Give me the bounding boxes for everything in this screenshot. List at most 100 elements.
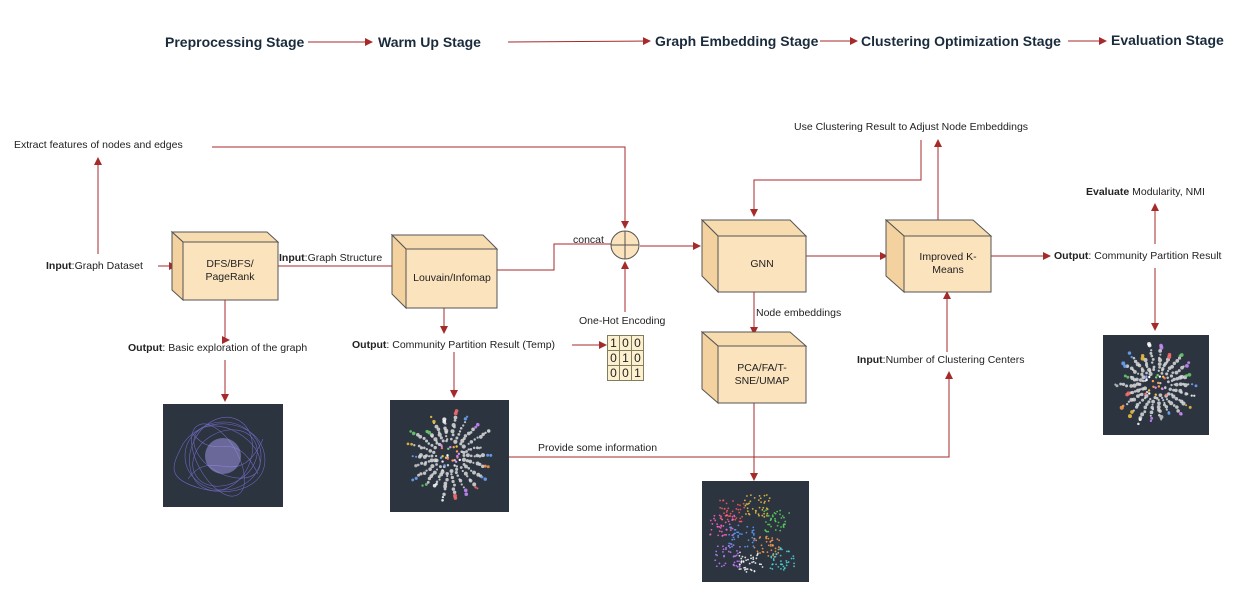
scatter-point [728, 533, 731, 536]
burst-node [475, 446, 479, 450]
burst-node [1161, 366, 1165, 371]
scatter-point [722, 551, 724, 553]
box-pca-shape [700, 330, 808, 405]
scatter-point [739, 508, 742, 511]
scatter-point [713, 514, 716, 517]
label-input-graph-structure: Input:Graph Structure [279, 252, 383, 264]
scatter-point [721, 535, 724, 537]
burst-node [1190, 383, 1194, 386]
burst-node [464, 464, 468, 469]
burst-core-node [440, 444, 443, 447]
scatter-point [733, 538, 736, 541]
burst-core-node [456, 454, 459, 458]
scatter-point [753, 537, 756, 540]
scatter-point [749, 568, 752, 571]
scatter-point [737, 508, 740, 511]
scatter-point [761, 508, 764, 511]
matrix-cell: 1 [607, 335, 620, 351]
scatter-point [756, 552, 759, 555]
scatter-point [746, 545, 749, 548]
burst-node [433, 458, 438, 463]
burst-node [472, 461, 475, 464]
scatter-point [787, 550, 790, 553]
burst-node [1127, 400, 1131, 403]
burst-node [1140, 372, 1144, 377]
scatter-point [731, 519, 734, 521]
scatter-point [735, 554, 738, 557]
burst-core-node [1154, 376, 1158, 379]
burst-core-node [455, 465, 459, 468]
scatter-point [747, 558, 749, 561]
scatter-point [747, 539, 750, 542]
scatter-point [771, 568, 774, 570]
burst-node [427, 442, 431, 445]
community-burst-drawing [406, 409, 493, 502]
burst-node [455, 467, 459, 471]
scatter-point [765, 530, 768, 533]
burst-node [453, 439, 458, 444]
burst-node [411, 455, 414, 458]
burst-node [460, 438, 465, 443]
burst-node [1165, 372, 1169, 376]
scatter-point [743, 506, 746, 509]
box-pca-label: PCA/FA/T-SNE/UMAP [734, 361, 790, 387]
burst-node [461, 469, 464, 473]
burst-node [1119, 405, 1124, 410]
burst-node [1159, 414, 1164, 420]
scatter-point [737, 534, 740, 537]
burst-node [450, 475, 454, 480]
scatter-point [783, 523, 786, 526]
scatter-point [725, 511, 728, 513]
burst-node [1188, 405, 1192, 409]
burst-node [1164, 405, 1169, 409]
burst-node [425, 469, 428, 472]
arrow-provide-info [509, 371, 953, 458]
scatter-point [740, 561, 743, 564]
burst-node [462, 454, 466, 457]
burst-node [470, 469, 473, 472]
burst-node [478, 462, 482, 467]
scatter-point [729, 542, 732, 545]
burst-node [1187, 361, 1191, 365]
burst-node [429, 415, 433, 419]
scatter-point [715, 553, 717, 556]
scatter-point [720, 530, 723, 533]
burst-node [1143, 410, 1147, 414]
burst-node [443, 487, 447, 491]
burst-node [1149, 351, 1153, 355]
scatter-point [760, 544, 763, 547]
burst-node [429, 458, 434, 463]
scatter-point [751, 508, 754, 510]
scatter-point [739, 517, 742, 520]
label-provide-information: Provide some information [538, 442, 658, 454]
scatter-point [719, 506, 722, 509]
scatter-point [767, 523, 769, 526]
scatter-point [772, 553, 775, 556]
burst-node [439, 436, 443, 440]
burst-node [1190, 394, 1193, 397]
scatter-point [781, 515, 784, 517]
scatter-point [768, 523, 771, 526]
burst-node [472, 470, 476, 475]
scatter-point [724, 562, 727, 565]
burst-node [468, 459, 473, 464]
scatter-point [719, 517, 722, 520]
burst-node [1160, 418, 1163, 421]
arrow-extract-to-concat [212, 146, 629, 229]
scatter-point [771, 515, 774, 518]
burst-node [453, 483, 456, 487]
burst-node [1132, 383, 1137, 388]
burst-node [1129, 366, 1134, 371]
burst-node [432, 470, 437, 475]
burst-node [1140, 367, 1144, 371]
scatter-point [770, 539, 773, 542]
burst-node [432, 450, 436, 455]
scatter-point [779, 509, 782, 512]
scatter-point [720, 565, 723, 568]
burst-node [1123, 364, 1127, 368]
burst-node [417, 473, 420, 477]
burst-node [1179, 353, 1184, 357]
one-hot-matrix: 1 0 0 0 1 0 0 0 1 [607, 335, 644, 381]
scatter-point [711, 523, 714, 525]
